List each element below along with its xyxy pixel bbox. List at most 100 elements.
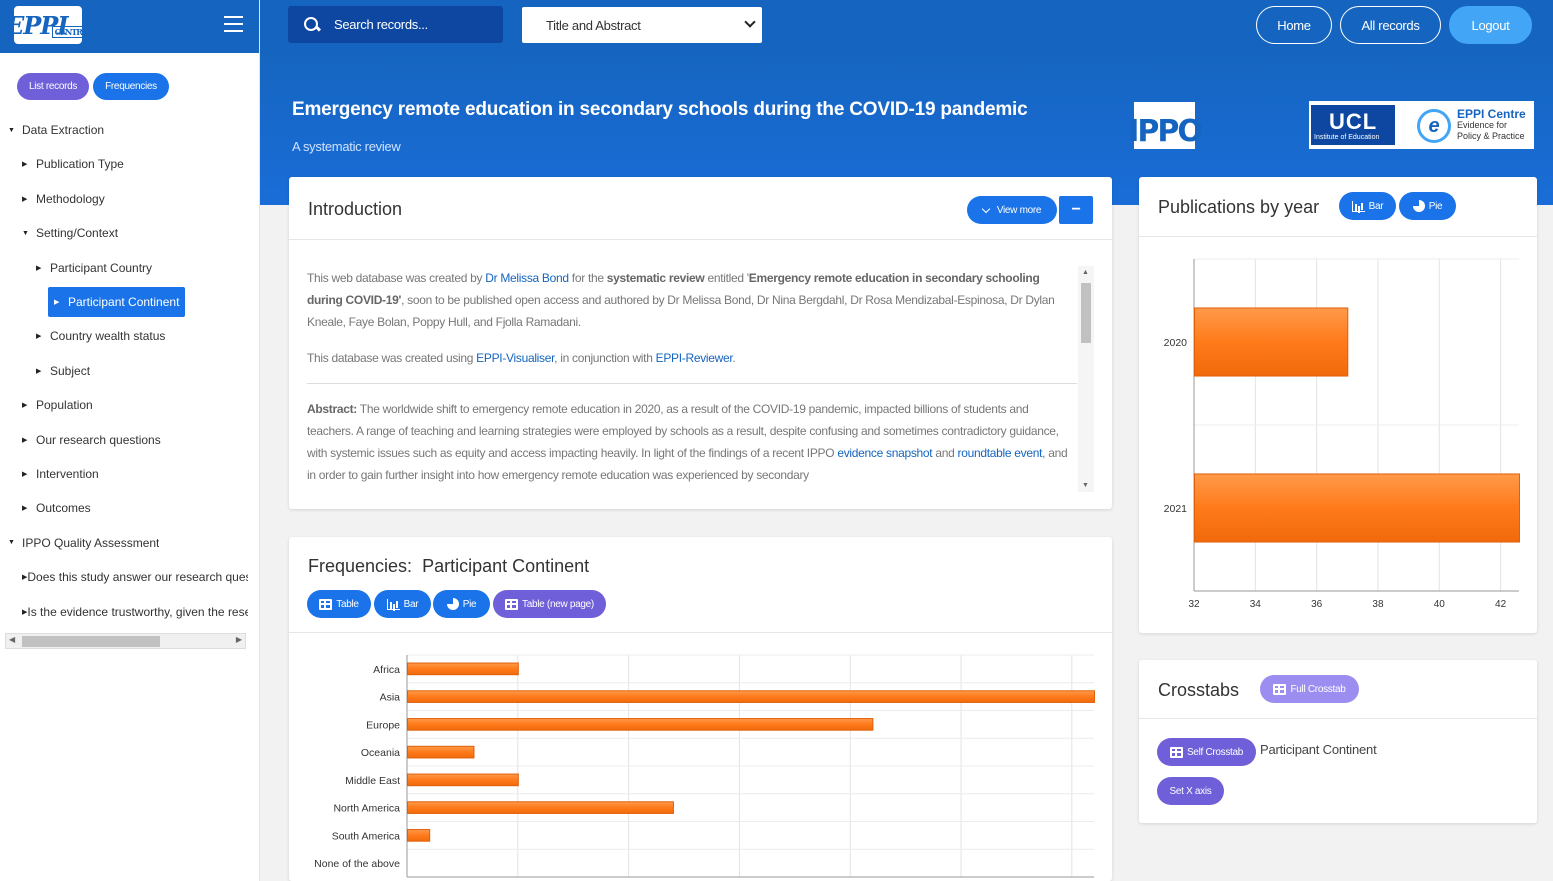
tree-item[interactable]: ▶ Does this study answer our research que…: [22, 562, 248, 592]
scroll-left-icon[interactable]: ◀: [9, 635, 16, 644]
caret-down-icon[interactable]: ▼: [8, 126, 15, 134]
tree-item[interactable]: ▼ Setting/Context: [22, 218, 118, 248]
caret-down-icon[interactable]: ▼: [22, 229, 29, 237]
bar-chart-icon: [1351, 200, 1365, 212]
tree-item-label: Is the evidence trustworthy, given the r…: [27, 604, 248, 619]
y-category-label: Oceania: [361, 747, 400, 759]
scroll-up-icon[interactable]: ▲: [1082, 269, 1089, 276]
tree-item-label: Our research questions: [36, 432, 161, 447]
tree-item[interactable]: ▶ Country wealth status: [36, 321, 165, 351]
caret-right-icon[interactable]: ▶: [22, 195, 28, 203]
caret-right-icon[interactable]: ▶: [22, 161, 28, 169]
home-button[interactable]: Home: [1256, 6, 1332, 44]
tree-item-label: Outcomes: [36, 501, 91, 516]
caret-right-icon[interactable]: ▶: [36, 333, 42, 341]
page-subtitle: A systematic review: [292, 139, 401, 154]
pie-view-button[interactable]: Pie: [433, 590, 490, 618]
tree-item[interactable]: ▶ Participant Continent: [48, 287, 186, 317]
self-crosstab-button[interactable]: Self Crosstab: [1157, 738, 1256, 766]
full-crosstab-button[interactable]: Full Crosstab: [1260, 675, 1359, 703]
frequencies-button[interactable]: Frequencies: [93, 73, 169, 100]
tree-item[interactable]: ▶ Intervention: [22, 459, 99, 489]
frequencies-header: Frequencies: Participant Continent Table…: [289, 537, 1112, 633]
caret-right-icon[interactable]: ▶: [36, 367, 42, 375]
scrollbar-thumb[interactable]: [1081, 283, 1091, 343]
y-category-label: None of the above: [314, 858, 400, 870]
caret-right-icon[interactable]: ▶: [22, 436, 28, 444]
tree-item[interactable]: ▶ Subject: [36, 356, 90, 386]
pubs-bar-button[interactable]: Bar: [1339, 192, 1396, 220]
search-scope-value: Title and Abstract: [546, 17, 641, 33]
tree-item-label: Setting/Context: [36, 226, 119, 241]
tree-item[interactable]: ▶ Participant Country: [36, 253, 152, 283]
eppi-centre-logo[interactable]: EPPI CENTRE: [6, 6, 91, 44]
table-new-page-button[interactable]: Table (new page): [493, 590, 606, 618]
bar-view-button[interactable]: Bar: [374, 590, 431, 618]
caret-right-icon[interactable]: ▶: [22, 471, 28, 478]
scroll-right-icon[interactable]: ▶: [235, 635, 242, 644]
x-tick-label: 32: [1188, 599, 1200, 610]
tree-item[interactable]: ▶ Our research questions: [22, 425, 161, 455]
eppi-visualiser-link[interactable]: EPPI-Visualiser: [476, 351, 555, 365]
bar: [407, 829, 431, 842]
x-tick-label: 38: [1372, 599, 1384, 610]
bar-chart-icon: [386, 598, 400, 610]
caret-right-icon[interactable]: ▶: [36, 264, 42, 272]
tree-item[interactable]: ▶ Is the evidence trustworthy, given the …: [22, 597, 248, 627]
y-category-label: South America: [332, 830, 400, 842]
search-input[interactable]: [334, 17, 494, 32]
sidebar-header: EPPI CENTRE: [0, 0, 259, 53]
y-category-label: 2021: [1164, 503, 1188, 515]
tree-item[interactable]: ▶ Methodology: [22, 184, 105, 214]
roundtable-event-link[interactable]: roundtable event: [957, 446, 1043, 460]
caret-right-icon[interactable]: ▶: [22, 402, 28, 410]
tree-item[interactable]: ▼ Data Extraction: [8, 115, 104, 145]
collapse-button[interactable]: −: [1059, 196, 1093, 224]
tree-item[interactable]: ▶ Population: [22, 390, 93, 420]
melissa-bond-link[interactable]: Dr Melissa Bond: [485, 271, 569, 285]
all-records-button[interactable]: All records: [1340, 6, 1441, 44]
logout-button[interactable]: Logout: [1449, 6, 1532, 44]
sidebar-buttons: List records Frequencies: [17, 73, 169, 100]
scrollbar-thumb[interactable]: [22, 636, 160, 647]
tree-item-label: Methodology: [36, 191, 105, 206]
search-icon[interactable]: [304, 16, 320, 33]
introduction-header: Introduction View more −: [289, 177, 1112, 240]
hamburger-menu-icon[interactable]: [224, 16, 243, 32]
caret-right-icon[interactable]: ▶: [22, 505, 28, 513]
pubs-pie-button[interactable]: Pie: [1399, 192, 1456, 220]
tree-item[interactable]: ▶ Outcomes: [22, 493, 91, 523]
tree-item[interactable]: ▶ Publication Type: [22, 149, 124, 179]
view-more-button[interactable]: View more: [967, 196, 1057, 224]
caret-right-icon[interactable]: ▶: [54, 299, 60, 306]
eppi-reviewer-link[interactable]: EPPI-Reviewer: [655, 351, 733, 365]
eppi-circle-icon: e: [1417, 109, 1451, 143]
introduction-scrollbar[interactable]: ▲ ▼: [1078, 266, 1094, 492]
scroll-down-icon[interactable]: ▼: [1082, 482, 1089, 489]
caret-right-icon[interactable]: ▶: [22, 608, 28, 616]
table-view-button[interactable]: Table: [307, 590, 371, 618]
search-box[interactable]: [288, 6, 503, 43]
evidence-snapshot-link[interactable]: evidence snapshot: [837, 446, 933, 460]
ucl-eppi-logo[interactable]: UCL Institute of Education e EPPI Centre…: [1309, 101, 1534, 149]
list-records-button[interactable]: List records: [17, 73, 90, 100]
ippo-logo[interactable]: IPPO: [1128, 102, 1203, 149]
pie-chart-icon: [446, 598, 459, 610]
intro-paragraph-2: This database was created using EPPI-Vis…: [307, 351, 736, 365]
pie-chart-icon: [1412, 200, 1425, 212]
set-x-axis-button[interactable]: Set X axis: [1157, 777, 1224, 805]
caret-down-icon[interactable]: ▼: [8, 539, 15, 547]
crosstabs-card: Crosstabs Full Crosstab Self Crosstab Pa…: [1139, 660, 1537, 823]
tree-item-label: Data Extraction: [22, 123, 105, 137]
sidebar-horizontal-scrollbar[interactable]: ◀ ▶: [5, 633, 246, 649]
abstract-paragraph: Abstract: The worldwide shift to emergen…: [307, 402, 1068, 482]
tree-item-label: Population: [36, 398, 93, 413]
x-tick-label: 34: [1250, 599, 1262, 610]
tree-item[interactable]: ▼ IPPO Quality Assessment: [8, 528, 159, 558]
tree-item-label: Country wealth status: [50, 329, 166, 344]
caret-right-icon[interactable]: ▶: [22, 574, 28, 582]
y-category-label: Europe: [366, 719, 400, 731]
x-tick-label: 42: [1495, 599, 1507, 610]
search-scope-select[interactable]: Title and Abstract: [522, 7, 762, 43]
chevron-down-icon: [744, 16, 756, 28]
